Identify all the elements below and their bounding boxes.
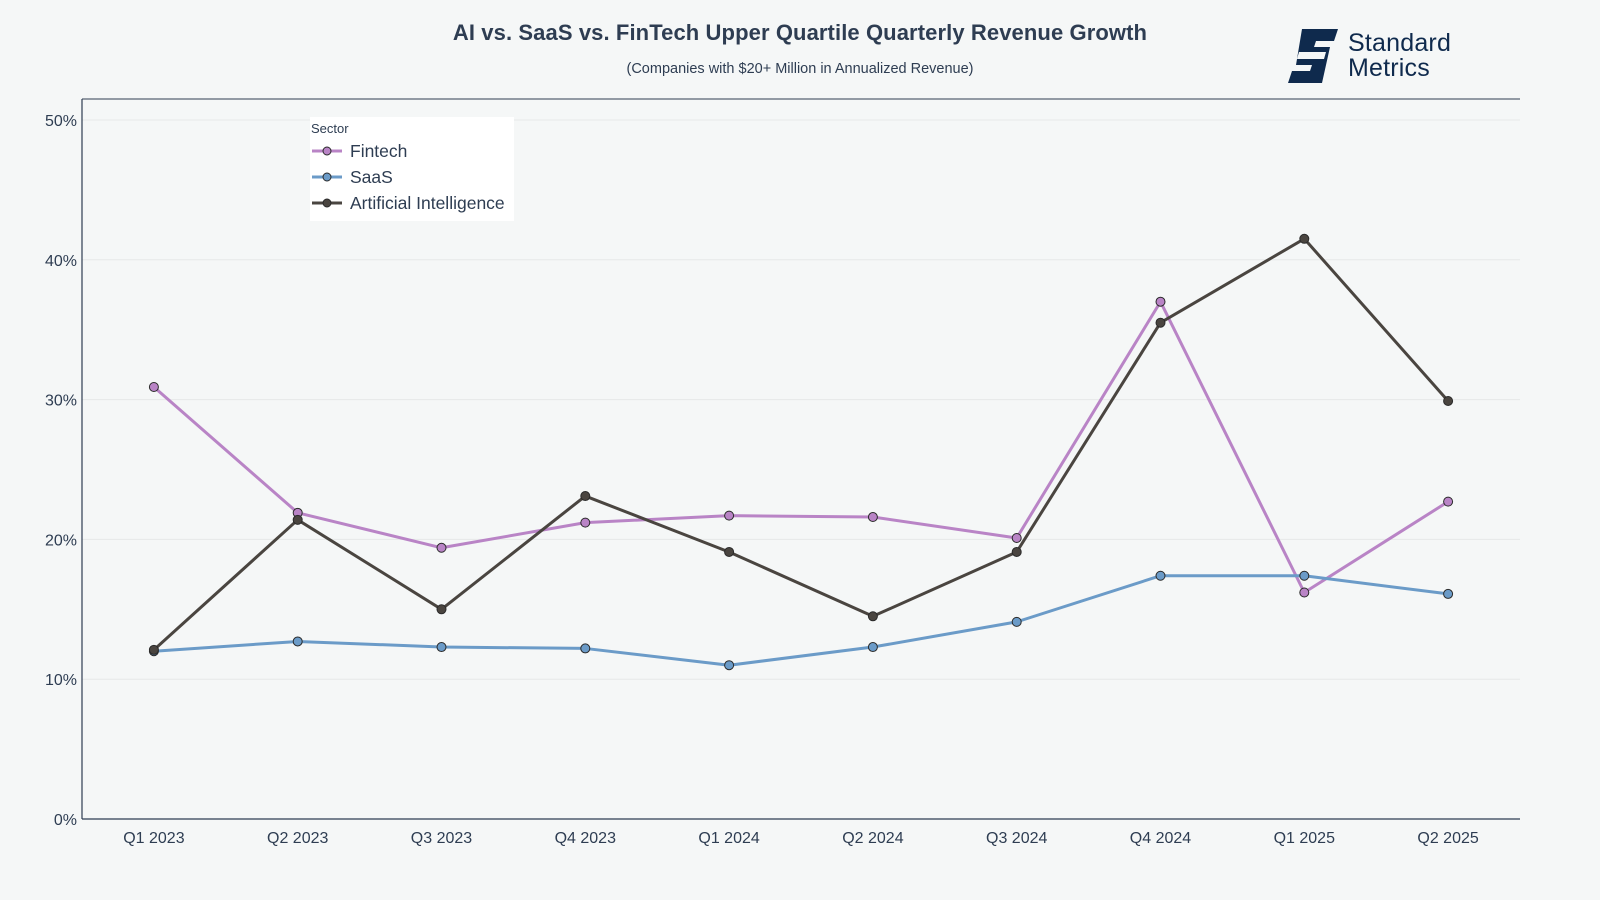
x-tick-label: Q2 2023 [267,830,328,847]
gridlines [82,119,1520,680]
logo-line-1: Standard [1348,29,1452,57]
data-point-artificial-intelligence [1299,233,1310,244]
axes [81,98,1520,820]
data-point-saas [724,660,735,671]
data-point-saas [292,636,303,647]
series-artificial-intelligence [148,233,1454,655]
standard-metrics-logo: Standard Metrics [1288,29,1451,83]
data-point-artificial-intelligence [292,514,303,525]
data-point-artificial-intelligence [1155,317,1166,328]
legend-item-fintech[interactable]: Fintech [310,140,407,162]
legend-label-fintech: Fintech [350,140,408,161]
x-tick-label: Q3 2024 [986,830,1047,847]
data-point-fintech [148,382,159,392]
logo-line-2: Metrics [1348,54,1430,82]
y-tick-label: 20% [45,532,77,549]
series-saas [148,570,1454,671]
legend: Sector Fintech SaaS Artificial Intellige… [310,117,514,221]
logo-text: Standard Metrics [1348,31,1451,81]
series-line-fintech [152,300,1449,595]
y-axis-ticks: 0% 10% 20% 30% 40% 50% [45,113,77,829]
x-tick-label: Q4 2024 [1130,830,1191,847]
legend-label-ai: Artificial Intelligence [350,192,505,213]
data-point-artificial-intelligence [436,604,447,615]
data-point-fintech [867,512,878,523]
y-tick-label: 40% [45,253,77,270]
y-tick-label: 30% [45,393,77,410]
data-point-artificial-intelligence [867,611,878,622]
x-tick-label: Q2 2024 [842,830,903,847]
x-axis-ticks: Q1 2023 Q2 2023 Q3 2023 Q4 2023 Q1 2024 Q2 20… [123,830,1479,847]
series-line-saas [153,574,1449,667]
data-point-saas [436,642,447,653]
y-tick-label: 10% [45,672,77,689]
y-tick-label: 50% [45,113,77,130]
standard-metrics-logo-icon [1288,29,1338,83]
legend-title: Sector [311,121,349,136]
data-point-saas [867,642,878,653]
data-point-fintech [1011,532,1022,543]
data-point-fintech [724,510,735,521]
data-point-saas [1155,570,1166,581]
data-point-fintech [1299,587,1310,598]
chart-subtitle: (Companies with $20+ Million in Annualiz… [626,61,974,77]
data-point-artificial-intelligence [724,546,735,557]
x-tick-label: Q3 2023 [411,830,472,847]
data-point-saas [1011,616,1022,627]
legend-swatch-fintech-icon [312,146,342,156]
data-point-fintech [436,542,447,553]
chart-title: AI vs. SaaS vs. FinTech Upper Quartile Q… [452,20,1148,45]
x-tick-label: Q1 2024 [698,830,759,847]
x-tick-label: Q1 2025 [1274,830,1335,847]
data-point-artificial-intelligence [580,491,591,502]
x-tick-label: Q2 2025 [1417,830,1478,847]
legend-swatch-ai-icon [312,198,342,208]
legend-item-saas[interactable]: SaaS [310,166,393,188]
data-point-saas [1443,588,1454,599]
data-point-saas [580,643,591,654]
data-point-fintech [580,517,591,528]
x-tick-label: Q1 2023 [123,830,184,847]
data-point-artificial-intelligence [1011,546,1022,557]
series-line-artificial-intelligence [152,237,1450,651]
data-point-artificial-intelligence [148,644,159,655]
legend-swatch-saas-icon [312,172,342,182]
data-point-artificial-intelligence [1443,395,1454,406]
data-point-fintech [1155,296,1166,307]
legend-item-ai[interactable]: Artificial Intelligence [310,192,505,214]
y-tick-label: 0% [54,812,77,829]
x-tick-label: Q4 2023 [555,830,616,847]
series-lines [148,233,1454,671]
series-fintech [148,296,1454,598]
legend-label-saas: SaaS [350,166,393,187]
data-point-fintech [1443,496,1454,507]
data-point-saas [1299,570,1310,581]
